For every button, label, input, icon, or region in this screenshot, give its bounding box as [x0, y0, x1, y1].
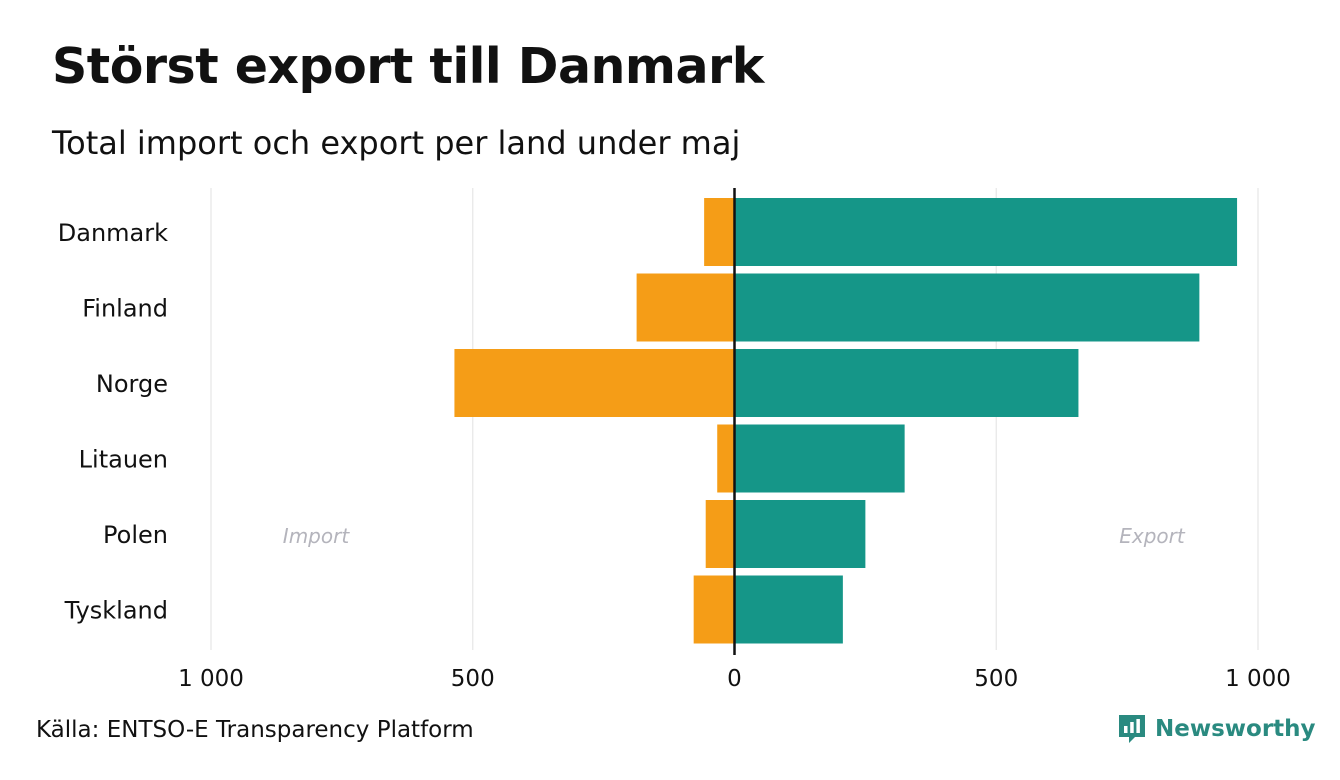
- x-tick-label: 1 000: [1225, 666, 1291, 692]
- category-label: Tyskland: [64, 597, 168, 625]
- category-label: Finland: [82, 295, 168, 323]
- bar-import-danmark: [704, 198, 735, 266]
- x-tick-label: 0: [727, 666, 742, 692]
- export-side-label: Export: [1119, 524, 1186, 548]
- category-label: Norge: [96, 370, 168, 398]
- bar-import-finland: [636, 273, 735, 342]
- category-label: Litauen: [79, 446, 168, 474]
- bar-export-litauen: [734, 424, 905, 493]
- bar-export-tyskland: [734, 575, 843, 644]
- bar-import-norge: [454, 349, 735, 417]
- import-side-label: Import: [283, 524, 351, 548]
- bar-import-polen: [705, 500, 735, 568]
- category-label: Danmark: [58, 219, 168, 247]
- bar-export-finland: [734, 273, 1200, 342]
- chart-title: Störst export till Danmark: [52, 38, 764, 95]
- bar-export-polen: [734, 500, 866, 568]
- bar-import-tyskland: [693, 575, 735, 644]
- brand-logo[interactable]: Newsworthy: [1117, 713, 1316, 745]
- bars: [454, 198, 1238, 644]
- chart-subtitle: Total import och export per land under m…: [52, 124, 741, 162]
- chart-area: DanmarkFinlandNorgeLitauenPolenTyskland …: [58, 188, 1291, 692]
- bar-import-litauen: [717, 424, 735, 493]
- x-tick-label: 1 000: [178, 666, 244, 692]
- bar-export-danmark: [734, 198, 1238, 266]
- x-axis-ticks: 1 000 500 0 500 1 000: [178, 666, 1291, 692]
- newsworthy-logo-icon: [1119, 715, 1145, 743]
- bar-export-norge: [734, 349, 1079, 417]
- source-note: Källa: ENTSO-E Transparency Platform: [36, 717, 474, 743]
- x-tick-label: 500: [451, 666, 495, 692]
- grid-lines: [210, 188, 1259, 650]
- category-labels: Danmark Finland Norge Litauen Polen Tyskland: [58, 219, 168, 625]
- category-label: Polen: [103, 521, 168, 549]
- brand-name: Newsworthy: [1155, 716, 1316, 742]
- x-tick-label: 500: [974, 666, 1018, 692]
